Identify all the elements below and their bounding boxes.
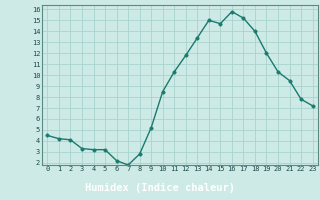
Text: Humidex (Indice chaleur): Humidex (Indice chaleur) (85, 183, 235, 193)
